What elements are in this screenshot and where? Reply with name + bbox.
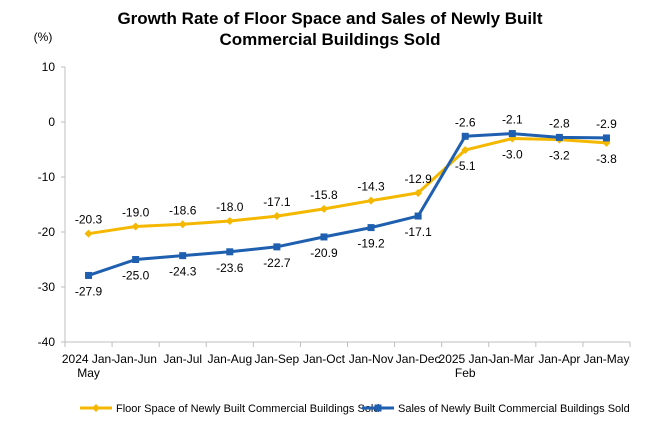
y-tick-label: -30 [38, 280, 56, 294]
data-label: -23.6 [216, 261, 244, 275]
data-label: -2.6 [455, 115, 476, 129]
data-label: -3.2 [549, 149, 570, 163]
data-label: -24.3 [169, 265, 197, 279]
data-label: -17.1 [263, 195, 291, 209]
data-label: -18.0 [216, 200, 244, 214]
data-label: -3.0 [502, 148, 523, 162]
data-label: -19.2 [357, 237, 385, 251]
x-tick-label: Jan-Aug [207, 352, 252, 366]
legend-marker-diamond [92, 404, 100, 412]
data-point-diamond [272, 212, 281, 221]
x-tick-label: Jan-Jun [114, 352, 157, 366]
data-label: -20.9 [310, 246, 338, 260]
x-tick-label: Jan-Dec [396, 352, 441, 366]
data-point-square [414, 212, 422, 220]
data-point-diamond [131, 222, 140, 231]
x-tick-label: May [77, 366, 100, 380]
data-point-square [179, 252, 187, 260]
x-tick-label: Jan-Apr [538, 352, 580, 366]
data-point-diamond [319, 204, 328, 213]
data-point-square [461, 132, 469, 140]
x-tick-label: Jan-Sep [255, 352, 300, 366]
data-point-diamond [367, 196, 376, 205]
data-point-square [85, 271, 93, 279]
data-point-square [273, 243, 281, 251]
x-tick-label: Jan-Oct [303, 352, 346, 366]
x-tick-label: Jan-Nov [349, 352, 394, 366]
x-tick-label: 2024 Jan- [62, 352, 115, 366]
y-tick-label: -10 [38, 170, 56, 184]
data-point-square [132, 256, 140, 263]
series-line-2 [88, 132, 607, 277]
data-point-diamond [84, 229, 93, 238]
data-label: -25.0 [122, 269, 150, 283]
data-point-diamond [225, 217, 234, 225]
legend-label-2: Sales of Newly Built Commercial Building… [398, 403, 630, 415]
data-point-square [555, 133, 563, 141]
data-point-square [602, 134, 610, 142]
chart-title: Growth Rate of Floor Space and Sales of … [0, 8, 660, 50]
data-point-square [508, 130, 516, 138]
data-label: -2.8 [549, 116, 570, 130]
x-tick-label: Feb [455, 366, 476, 380]
y-axis-unit-label: (%) [34, 30, 53, 44]
data-label: -2.1 [502, 113, 523, 127]
data-label: -14.3 [357, 180, 385, 194]
data-label: -18.6 [169, 203, 197, 217]
y-tick-label: -20 [38, 225, 56, 239]
data-point-square [367, 224, 375, 232]
data-label: -3.8 [596, 152, 617, 166]
data-point-diamond [414, 188, 423, 197]
data-label: -27.9 [75, 284, 103, 298]
data-label: -15.8 [310, 188, 338, 202]
legend-label-1: Floor Space of Newly Built Commercial Bu… [116, 403, 380, 415]
y-tick-label: 10 [42, 60, 56, 74]
y-tick-label: 0 [48, 115, 55, 129]
x-tick-label: 2025 Jan- [439, 352, 492, 366]
data-point-square [320, 233, 328, 241]
chart-title-line-1: Growth Rate of Floor Space and Sales of … [117, 9, 543, 28]
series-line-1 [88, 137, 607, 236]
data-label: -5.1 [455, 159, 476, 173]
legend-marker-square [374, 404, 382, 412]
chart-title-line-2: Commercial Buildings Sold [219, 30, 441, 49]
data-point-diamond [178, 220, 187, 229]
data-point-square [226, 248, 234, 256]
data-label: -12.9 [404, 172, 432, 186]
data-label: -19.0 [122, 206, 150, 220]
x-tick-label: Jan-May [583, 352, 629, 366]
data-label: -20.3 [75, 213, 103, 227]
data-label: -17.1 [404, 225, 432, 239]
data-label: -2.9 [596, 117, 617, 131]
x-tick-label: Jan-Jul [163, 352, 202, 366]
y-tick-label: -40 [38, 335, 56, 349]
data-point-diamond [461, 146, 470, 155]
data-label: -22.7 [263, 256, 291, 270]
x-tick-label: Jan-Mar [490, 352, 534, 366]
